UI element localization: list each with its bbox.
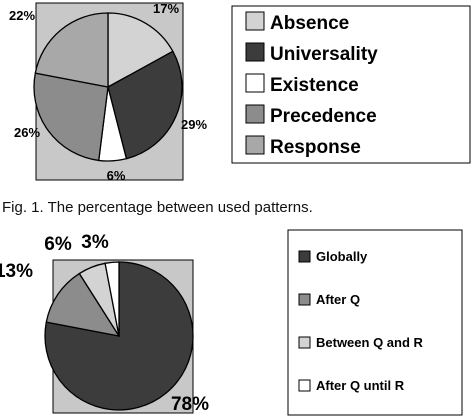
chart-1-legend: Absence Universality Existence Precedence Re… bbox=[245, 11, 378, 158]
chart-1-legend-label-existence: Existence bbox=[270, 75, 359, 96]
chart-2-legend: Globally After Q Between Q and R After Q un… bbox=[298, 249, 424, 393]
chart-1-legend-label-absence: Absence bbox=[270, 13, 349, 34]
chart-1-legend-swatch-precedence bbox=[245, 104, 265, 124]
chart-2-legend-swatch-after-q-until-r bbox=[298, 379, 311, 392]
chart-1-value-labels: 17% 29% 6% 26% 22% bbox=[9, 1, 207, 183]
chart-2-value-label-globally: 78% bbox=[171, 394, 209, 415]
chart-2-slice-after-q-until-r bbox=[104, 261, 120, 337]
chart-1-legend-label-precedence: Precedence bbox=[270, 106, 377, 127]
chart-2-legend-label-after-q: After Q bbox=[316, 292, 360, 307]
chart-1-slices bbox=[33, 12, 183, 162]
chart-2-slice-after-q bbox=[45, 272, 121, 337]
chart-1-value-label-absence: 17% bbox=[153, 1, 179, 16]
chart-2-legend-label-after-q-until-r: After Q until R bbox=[316, 378, 405, 393]
chart-1-legend-swatch-response bbox=[245, 135, 265, 155]
chart-1-slice-absence bbox=[107, 12, 174, 89]
chart-2-value-label-between-q-and-r: 6% bbox=[44, 234, 72, 255]
chart-1-legend-swatch-absence bbox=[245, 11, 265, 31]
chart-1-slice-universality bbox=[107, 50, 183, 160]
chart-2-slice-globally bbox=[44, 261, 194, 411]
figure-caption: Fig. 1. The percentage between used patt… bbox=[2, 199, 313, 216]
chart-1-slice-response bbox=[34, 12, 109, 88]
chart-2-legend-swatch-between-q-and-r bbox=[298, 336, 311, 349]
chart-2-value-label-after-q: 13% bbox=[0, 261, 33, 282]
chart-2-legend-label-between-q-and-r: Between Q and R bbox=[316, 335, 424, 350]
chart-2-legend-swatch-after-q bbox=[298, 293, 311, 306]
chart-1-legend-swatch-universality bbox=[245, 42, 265, 62]
chart-1-slice-precedence bbox=[33, 72, 109, 162]
chart-2: 78% 13% 6% 3% Globally After Q Between Q and … bbox=[0, 229, 463, 416]
chart-1: 17% 29% 6% 26% 22% Absence Universality Existe… bbox=[9, 1, 471, 183]
chart-1-legend-label-universality: Universality bbox=[270, 44, 378, 65]
chart-2-legend-swatch-globally bbox=[298, 250, 311, 263]
chart-2-value-label-after-q-until-r: 3% bbox=[81, 232, 109, 253]
chart-1-legend-swatch-existence bbox=[245, 73, 265, 93]
chart-1-value-label-response: 22% bbox=[9, 8, 35, 23]
chart-1-legend-label-response: Response bbox=[270, 137, 361, 158]
chart-2-legend-label-globally: Globally bbox=[316, 249, 368, 264]
chart-1-legend-box bbox=[231, 5, 471, 164]
chart-2-legend-box bbox=[287, 229, 463, 416]
chart-1-value-label-universality: 29% bbox=[181, 117, 207, 132]
chart-1-value-label-precedence: 26% bbox=[14, 125, 40, 140]
chart-1-value-label-existence: 6% bbox=[107, 168, 126, 183]
chart-2-slices bbox=[44, 261, 194, 411]
chart-2-value-labels: 78% 13% 6% 3% bbox=[0, 232, 209, 415]
